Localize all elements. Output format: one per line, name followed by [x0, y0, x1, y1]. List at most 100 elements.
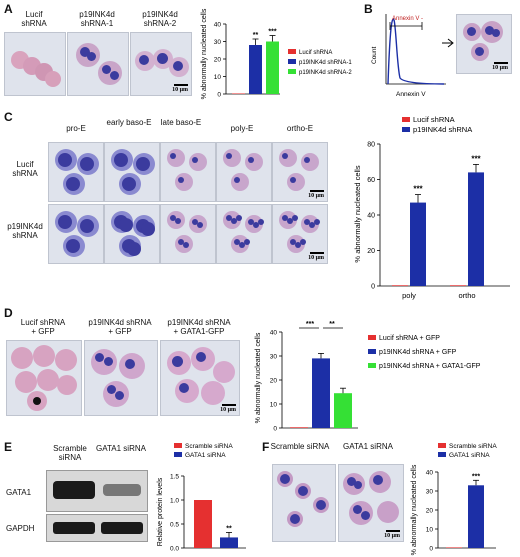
bar — [194, 500, 212, 548]
panel-f-letter: F — [262, 440, 270, 454]
panel-a-image-shrna1 — [67, 32, 129, 96]
significance-label: ** — [226, 525, 232, 532]
panel-f-image-1 — [272, 464, 336, 542]
panel-b-letter: B — [364, 2, 373, 16]
y-tick-label: 40 — [426, 470, 434, 477]
legend-label: Lucif shRNA — [413, 115, 455, 124]
bar — [410, 202, 426, 286]
panel-b-image: 10 μm — [456, 14, 512, 74]
panel-d-label-2: p19INK4d shRNA + GFP — [88, 318, 152, 336]
panel-c-letter: C — [4, 110, 13, 124]
y-tick-label: 20 — [426, 508, 434, 515]
panel-d-image-1 — [6, 340, 82, 416]
panel-c-image — [160, 142, 216, 202]
y-tick-label: 10 — [214, 74, 222, 81]
panel-c-image — [216, 204, 272, 264]
legend-swatch — [438, 452, 446, 457]
significance-label: *** — [471, 154, 481, 163]
bar — [249, 45, 262, 94]
y-tick-label: 40 — [367, 213, 375, 220]
bar — [232, 93, 245, 94]
panel-d-image-2 — [84, 340, 158, 416]
y-tick-label: 20 — [214, 57, 222, 64]
bar — [290, 427, 308, 428]
chart-f: 0 10 20 30 40 % abnormally nucleated cells ***… — [411, 443, 497, 555]
panel-a-letter: A — [4, 2, 13, 16]
significance-label: *** — [306, 321, 314, 328]
col-label-late-baso-e: late baso-E — [160, 118, 202, 127]
y-tick-label: 0 — [371, 284, 375, 291]
legend-label: p19INK4d shRNA — [413, 125, 472, 134]
panel-a-image-shrna2: 10 μm — [130, 32, 192, 96]
bar — [450, 285, 466, 286]
col-label-pro-e: pro-E — [66, 124, 86, 133]
bar — [266, 41, 279, 94]
panel-c-image — [48, 142, 104, 202]
y-tick-label: 40 — [214, 22, 222, 29]
chart-c: 0 20 40 60 80 % abnormally nucleated cells ***… — [353, 115, 510, 300]
bar — [392, 285, 408, 286]
y-tick-label: 0 — [217, 92, 221, 99]
panel-c-image — [160, 204, 216, 264]
arrow-icon — [442, 38, 454, 48]
row-label-p19: p19INK4d shRNA — [7, 222, 43, 240]
bar — [468, 485, 484, 548]
panel-a-label-3: p19INK4d shRNA-2 — [142, 10, 178, 28]
legend-swatch — [402, 117, 410, 122]
legend-swatch — [174, 452, 182, 457]
col-label-early-baso-e: early baso-E — [106, 118, 152, 127]
legend-swatch — [288, 49, 296, 54]
wb-row-gata1: GATA1 — [6, 488, 32, 497]
x-tick-label: poly — [402, 291, 416, 300]
western-blot-gapdh — [46, 514, 148, 542]
y-tick-label: 40 — [270, 330, 278, 337]
panel-d-image-3: 10 μm — [160, 340, 240, 416]
legend-label: Lucif shRNA — [299, 50, 332, 56]
panel-a-image-lucif — [4, 32, 66, 96]
legend-swatch — [368, 363, 376, 368]
col-label-poly-e: poly-E — [230, 124, 254, 133]
legend-swatch — [438, 443, 446, 448]
scale-bar: 10 μm — [308, 252, 324, 261]
y-tick-label: 0.0 — [170, 546, 179, 553]
legend-label: Lucif shRNA + GFP — [379, 335, 440, 342]
y-tick-label: 1.5 — [170, 474, 179, 481]
legend-label: p19INK4d shRNA-1 — [299, 60, 352, 66]
legend-swatch — [368, 349, 376, 354]
legend-swatch — [174, 443, 182, 448]
panel-d-label-3: p19INK4d shRNA + GATA1-GFP — [167, 318, 231, 336]
scale-bar: 10 μm — [220, 404, 236, 413]
wb-header-scramble: Scramble siRNA — [53, 444, 87, 462]
scale-bar: 10 μm — [384, 530, 400, 539]
y-tick-label: 30 — [426, 489, 434, 496]
scale-bar: 10 μm — [172, 84, 188, 93]
panel-c-image: 10 μm — [272, 204, 328, 264]
bar — [312, 358, 330, 428]
scale-bar: 10 μm — [492, 62, 508, 71]
bar — [468, 172, 484, 286]
bar — [220, 537, 238, 548]
legend-label: Scramble siRNA — [449, 443, 497, 450]
y-axis-label: % abnormally nucleated cells — [201, 8, 208, 99]
chart-b-ylabel: Count — [371, 46, 378, 64]
panel-a-label-1: Lucif shRNA — [21, 10, 47, 28]
wb-header-gata1: GATA1 siRNA — [96, 444, 146, 453]
panel-f-label-1: Scramble siRNA — [270, 442, 330, 451]
panel-a-label-2: p19INK4d shRNA-1 — [79, 10, 115, 28]
y-axis-label: % abnormally nucleated cells — [255, 332, 262, 423]
significance-label: *** — [472, 473, 480, 480]
y-tick-label: 0.5 — [170, 522, 179, 529]
significance-label: ** — [329, 321, 335, 328]
panel-e-letter: E — [4, 440, 13, 454]
y-tick-label: 30 — [214, 39, 222, 46]
legend-swatch — [288, 59, 296, 64]
chart-e: 0.0 0.5 1.0 1.5 Relative protein levels ** Scr… — [157, 443, 246, 553]
wb-row-gapdh: GAPDH — [6, 524, 35, 533]
panel-c-image — [104, 204, 160, 264]
panel-f-image-2: 10 μm — [338, 464, 404, 542]
legend-swatch — [368, 335, 376, 340]
legend-label: p19INK4d shRNA + GFP — [379, 349, 457, 356]
legend-label: p19INK4d shRNA + GATA1-GFP — [379, 363, 481, 370]
western-blot-gata1 — [46, 470, 148, 512]
